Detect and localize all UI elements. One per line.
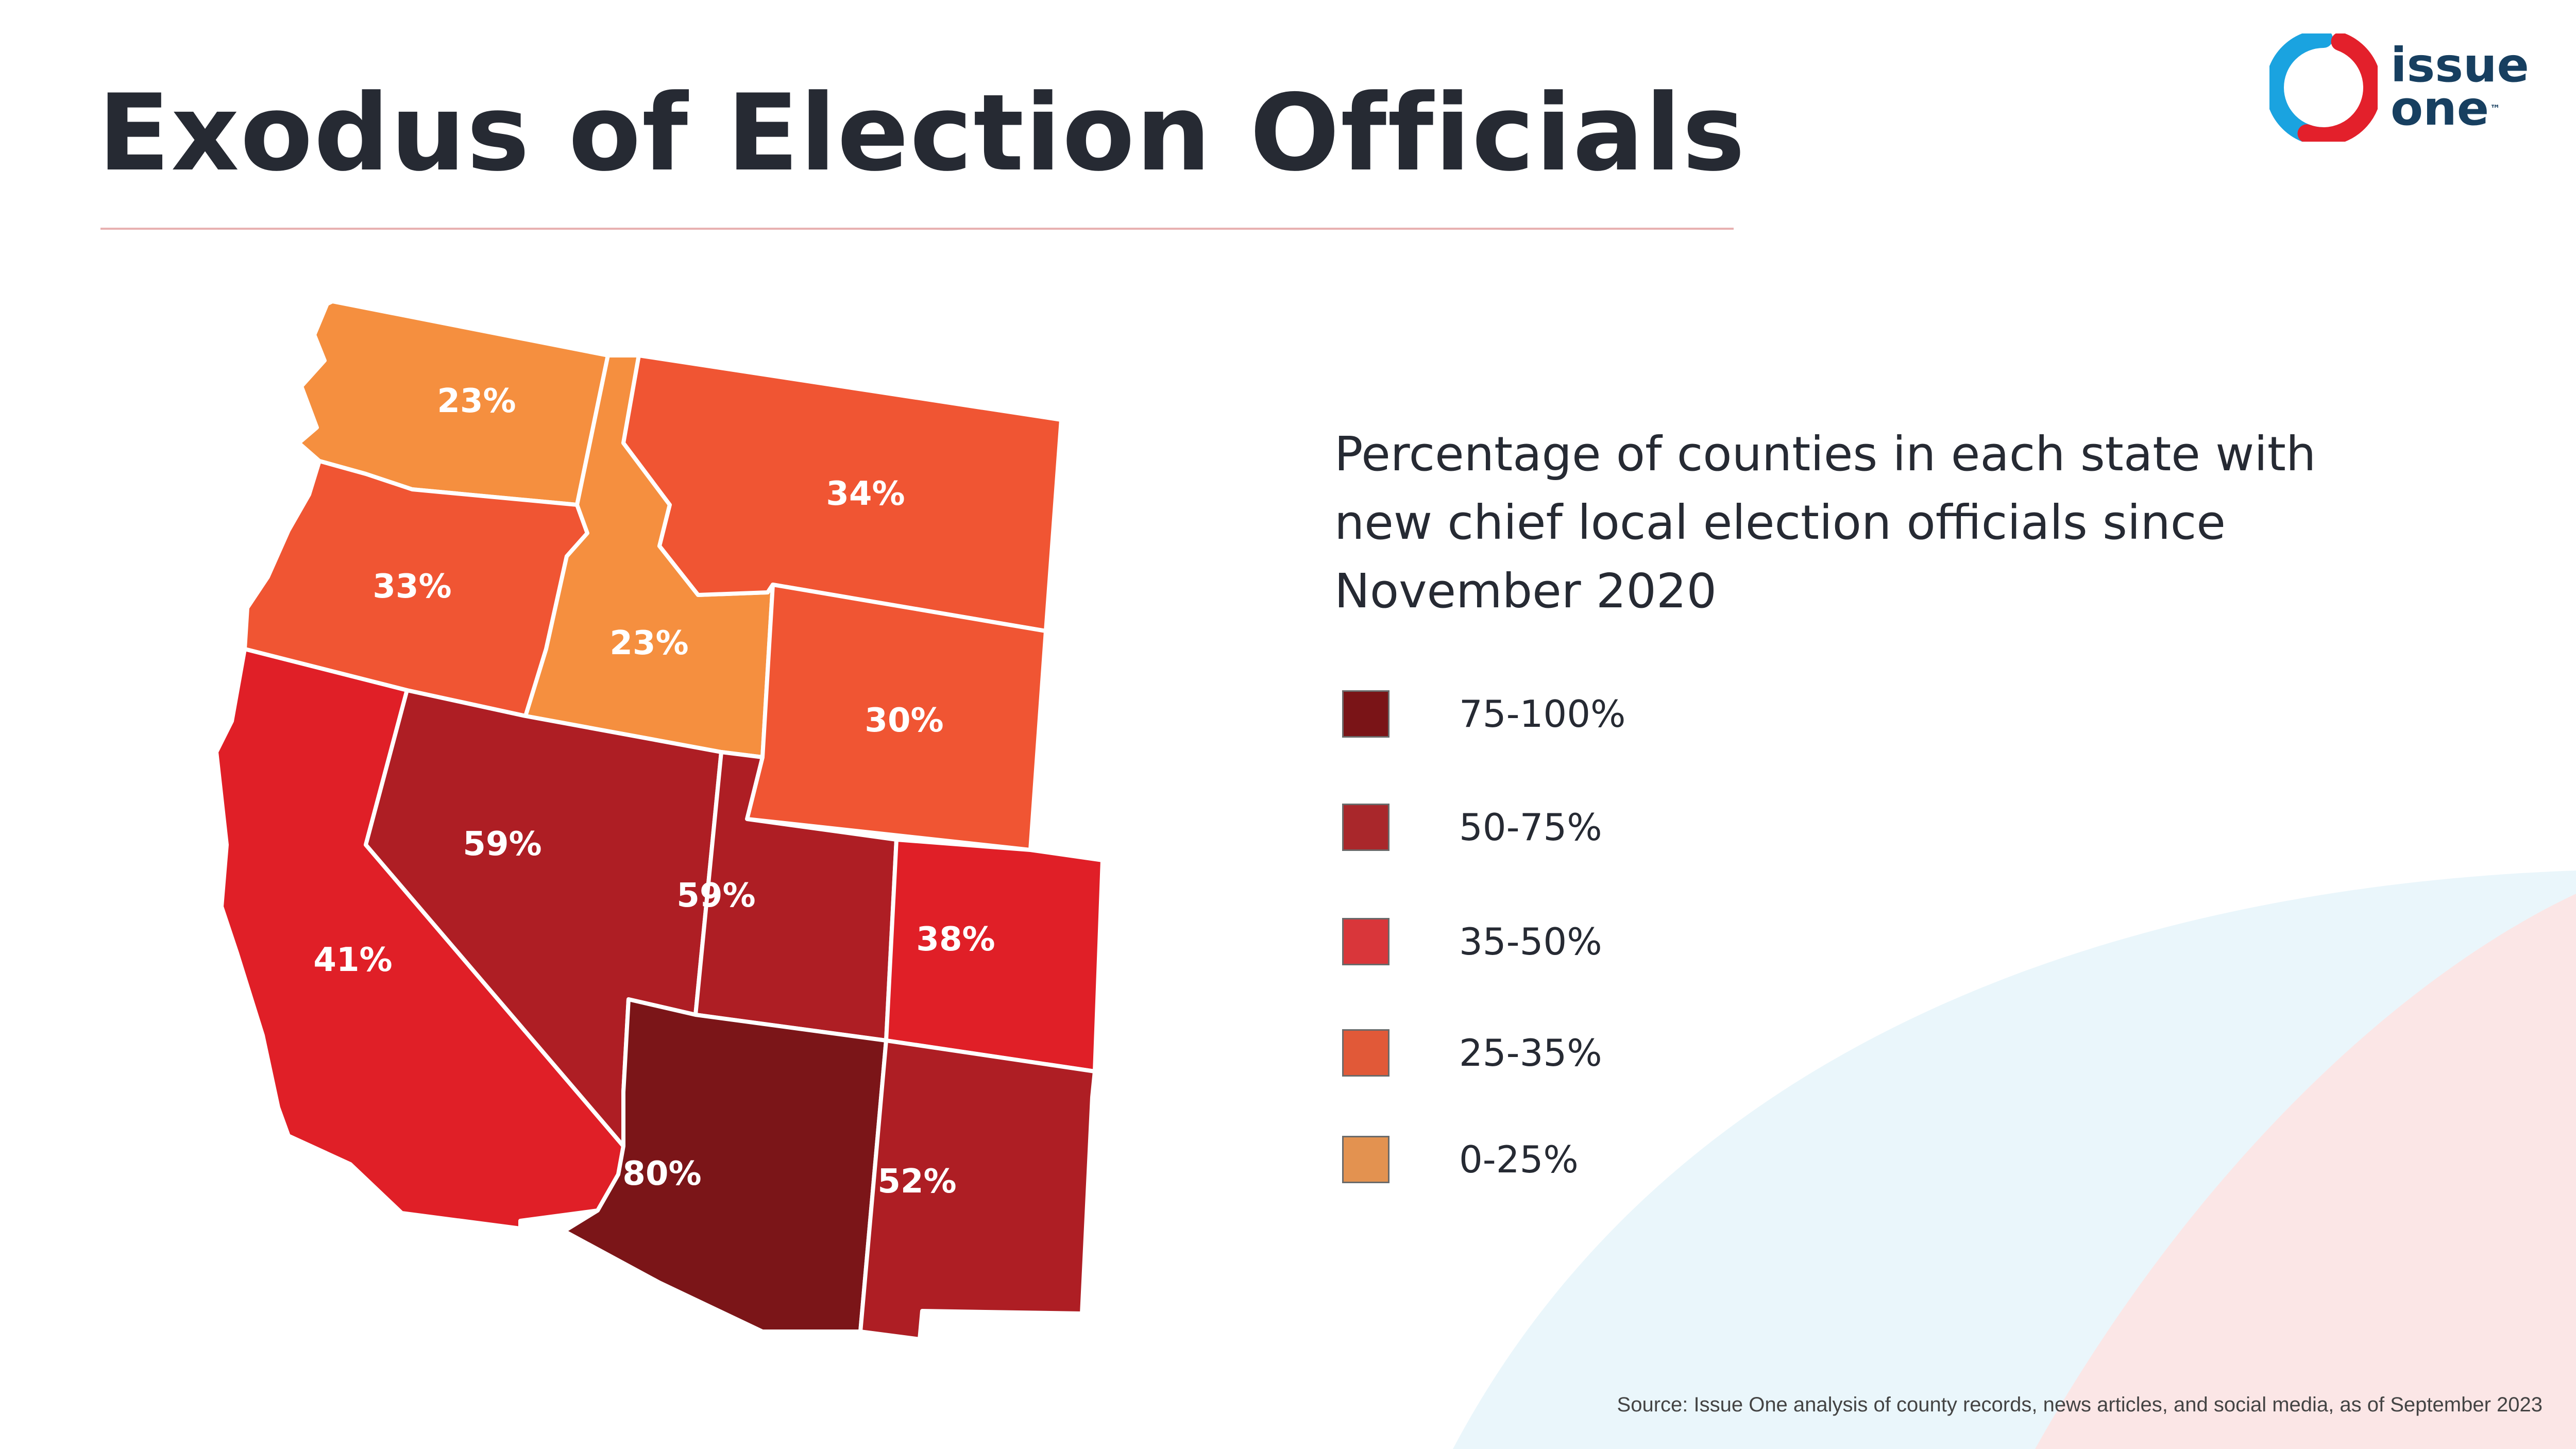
legend-item: 0-25% [1342, 1136, 1754, 1187]
legend-swatch [1342, 918, 1389, 965]
legend-label: 75-100% [1459, 692, 1626, 736]
state-label-nm: 52% [877, 1163, 956, 1201]
legend-item: 50-75% [1342, 804, 1754, 855]
state-label-ut: 59% [676, 877, 755, 915]
legend-label: 25-35% [1459, 1031, 1602, 1075]
state-value-labels: 23% 33% 23% 34% 30% 41% 59% 59% 38% 80% … [313, 382, 995, 1201]
legend-swatch [1342, 690, 1389, 738]
state-label-nv: 59% [463, 825, 541, 863]
state-label-mt: 34% [826, 475, 905, 513]
legend-swatch [1342, 804, 1389, 851]
western-states-map: 23% 33% 23% 34% 30% 41% 59% 59% 38% 80% … [214, 299, 1105, 1341]
legend-item: 35-50% [1342, 918, 1754, 969]
legend-label: 35-50% [1459, 920, 1602, 963]
state-label-az: 80% [622, 1155, 701, 1193]
issue-one-logo: issue one ™ [2269, 33, 2548, 142]
state-shape-nm [858, 1038, 1097, 1341]
state-label-ca: 41% [313, 941, 392, 979]
state-shapes [214, 299, 1105, 1341]
legend-label: 50-75% [1459, 806, 1602, 849]
state-label-co: 38% [916, 920, 995, 959]
state-shape-az [562, 997, 888, 1334]
state-label-wa: 23% [437, 382, 516, 420]
legend-swatch [1342, 1029, 1389, 1077]
logo-word-one-text: one [2391, 81, 2489, 136]
state-label-id: 23% [609, 624, 688, 662]
logo-wordmark: issue one ™ [2391, 38, 2529, 132]
state-shape-co [884, 838, 1105, 1073]
legend-item: 75-100% [1342, 690, 1754, 742]
page-title: Exodus of Election Officials [98, 72, 1747, 195]
state-shape-mt [621, 353, 1063, 633]
logo-trademark: ™ [2490, 103, 2501, 115]
legend-item: 25-35% [1342, 1029, 1754, 1081]
background-arc-pink [2035, 894, 2576, 1449]
logo-word-issue: issue [2391, 38, 2529, 93]
title-divider [100, 228, 1734, 230]
state-shape-wy [745, 583, 1048, 852]
logo-word-one: one ™ [2391, 85, 2529, 132]
legend-swatch [1342, 1136, 1389, 1183]
map-subtitle: Percentage of counties in each state wit… [1334, 427, 2316, 619]
legend-label: 0-25% [1459, 1138, 1579, 1181]
state-label-or: 33% [372, 568, 451, 606]
state-label-wy: 30% [865, 702, 943, 740]
logo-ring-icon [2269, 33, 2378, 142]
source-note: Source: Issue One analysis of county rec… [1617, 1393, 2543, 1416]
